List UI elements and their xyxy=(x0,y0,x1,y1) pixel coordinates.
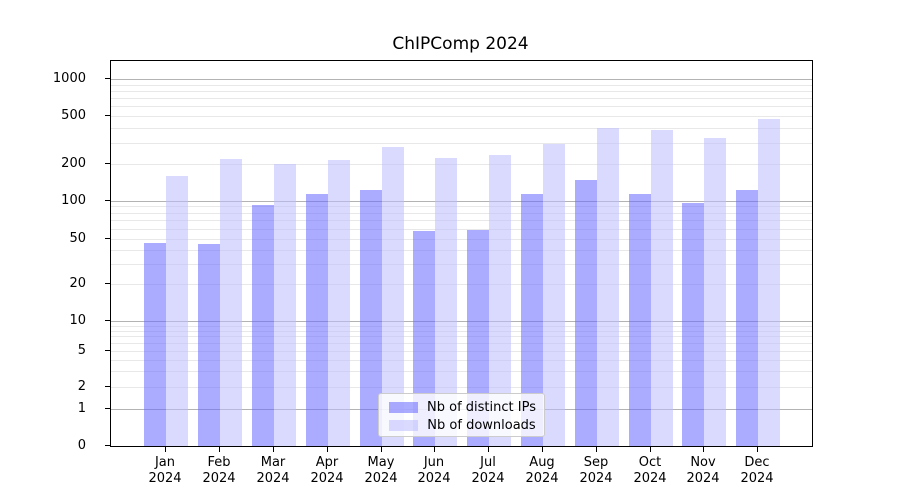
x-tick-label: Sep 2024 xyxy=(579,455,613,486)
x-tick-mark xyxy=(542,447,543,452)
x-tick-mark xyxy=(219,447,220,452)
major-gridline xyxy=(111,201,812,202)
y-tick-mark xyxy=(105,115,110,116)
x-tick-mark xyxy=(165,447,166,452)
bar-downloads xyxy=(543,144,565,446)
bar-distinct-ips xyxy=(198,244,220,446)
minor-gridline xyxy=(111,326,812,327)
legend-swatch-distinct-ips xyxy=(389,401,418,413)
y-tick-mark xyxy=(105,386,110,387)
minor-gridline xyxy=(111,213,812,214)
bar-distinct-ips xyxy=(629,194,651,446)
y-tick-mark xyxy=(105,350,110,351)
minor-gridline xyxy=(111,343,812,344)
x-tick-label: Nov 2024 xyxy=(686,455,720,486)
bar-downloads xyxy=(220,159,242,446)
y-tick-mark xyxy=(105,445,110,446)
x-tick-mark xyxy=(434,447,435,452)
legend-item: Nb of distinct IPs xyxy=(389,398,536,416)
x-tick-label: Dec 2024 xyxy=(740,455,774,486)
bar-downloads xyxy=(489,155,511,446)
bar-downloads xyxy=(758,119,780,446)
x-tick-mark xyxy=(488,447,489,452)
y-tick-mark xyxy=(105,200,110,201)
bar-distinct-ips xyxy=(467,230,489,446)
plot-area xyxy=(110,60,813,447)
bar-distinct-ips xyxy=(144,243,166,446)
legend: Nb of distinct IPs Nb of downloads xyxy=(378,393,545,437)
x-tick-mark xyxy=(757,447,758,452)
x-tick-mark xyxy=(381,447,382,452)
y-tick-mark xyxy=(105,320,110,321)
y-tick-mark xyxy=(105,163,110,164)
minor-gridline xyxy=(111,336,812,337)
minor-gridline xyxy=(111,360,812,361)
minor-gridline xyxy=(111,143,812,144)
minor-gridline xyxy=(111,387,812,388)
bar-downloads xyxy=(704,138,726,446)
bar-downloads xyxy=(435,158,457,446)
legend-swatch-downloads xyxy=(389,419,418,431)
y-tick-mark xyxy=(105,238,110,239)
x-tick-label: Apr 2024 xyxy=(310,455,344,486)
y-tick-mark xyxy=(105,283,110,284)
bar-distinct-ips xyxy=(682,203,704,446)
bar-downloads xyxy=(328,160,350,446)
x-tick-label: Jul 2024 xyxy=(471,455,505,486)
minor-gridline xyxy=(111,220,812,221)
minor-gridline xyxy=(111,91,812,92)
bar-downloads xyxy=(274,164,296,446)
minor-gridline xyxy=(111,371,812,372)
minor-gridline xyxy=(111,106,812,107)
minor-gridline xyxy=(111,284,812,285)
minor-gridline xyxy=(111,206,812,207)
legend-item: Nb of downloads xyxy=(389,416,536,434)
minor-gridline xyxy=(111,239,812,240)
major-gridline xyxy=(111,321,812,322)
bar-downloads xyxy=(651,130,673,446)
bar-distinct-ips xyxy=(521,194,543,446)
bar-downloads xyxy=(166,176,188,446)
minor-gridline xyxy=(111,264,812,265)
bar-distinct-ips xyxy=(575,180,597,446)
x-tick-label: Feb 2024 xyxy=(202,455,236,486)
x-tick-mark xyxy=(273,447,274,452)
x-tick-mark xyxy=(703,447,704,452)
x-tick-label: Aug 2024 xyxy=(525,455,559,486)
bar-downloads xyxy=(382,147,404,446)
minor-gridline xyxy=(111,116,812,117)
major-gridline xyxy=(111,79,812,80)
x-tick-mark xyxy=(596,447,597,452)
minor-gridline xyxy=(111,331,812,332)
chart-title: ChIPComp 2024 xyxy=(392,34,529,54)
minor-gridline xyxy=(111,85,812,86)
x-tick-label: Jun 2024 xyxy=(417,455,451,486)
minor-gridline xyxy=(111,229,812,230)
y-tick-mark xyxy=(105,78,110,79)
minor-gridline xyxy=(111,351,812,352)
x-tick-mark xyxy=(327,447,328,452)
bar-distinct-ips xyxy=(736,190,758,446)
minor-gridline xyxy=(111,128,812,129)
x-tick-label: May 2024 xyxy=(364,455,398,486)
bar-distinct-ips xyxy=(306,194,328,446)
x-tick-mark xyxy=(650,447,651,452)
bar-downloads xyxy=(597,128,619,446)
minor-gridline xyxy=(111,164,812,165)
bar-distinct-ips xyxy=(252,205,274,446)
minor-gridline xyxy=(111,98,812,99)
legend-label: Nb of downloads xyxy=(427,417,536,433)
x-tick-label: Jan 2024 xyxy=(148,455,182,486)
legend-label: Nb of distinct IPs xyxy=(427,399,536,415)
x-tick-label: Oct 2024 xyxy=(633,455,667,486)
y-tick-mark xyxy=(105,408,110,409)
minor-gridline xyxy=(111,250,812,251)
x-tick-label: Mar 2024 xyxy=(256,455,290,486)
bar-distinct-ips xyxy=(360,190,382,446)
bar-distinct-ips xyxy=(413,231,435,446)
